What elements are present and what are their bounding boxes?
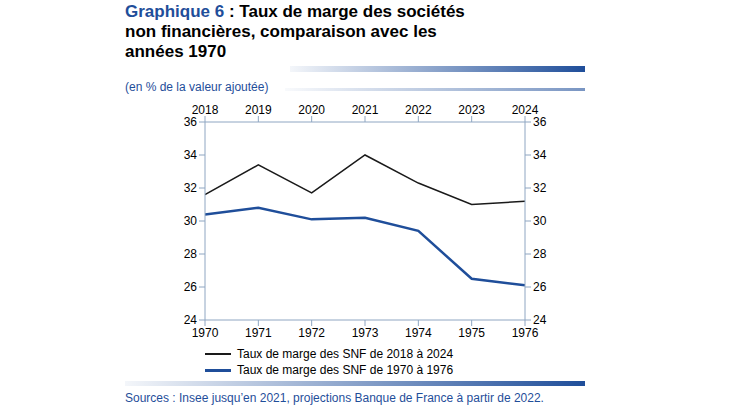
svg-text:26: 26: [184, 280, 198, 294]
svg-text:36: 36: [184, 115, 198, 129]
svg-text:1971: 1971: [245, 326, 272, 340]
html-text:Taux de marge des SNF de 1970: Taux de marge des SNF de 1970 à 1976: [237, 363, 454, 377]
svg-text:32: 32: [184, 181, 198, 195]
svg-text:1976: 1976: [512, 326, 539, 340]
svg-text:32: 32: [533, 181, 547, 195]
svg-text:1975: 1975: [458, 326, 485, 340]
svg-text:1973: 1973: [352, 326, 379, 340]
svg-text:1972: 1972: [298, 326, 325, 340]
svg-text:28: 28: [184, 247, 198, 261]
svg-text:30: 30: [184, 214, 198, 228]
svg-text:2023: 2023: [458, 103, 485, 117]
svg-text:2021: 2021: [352, 103, 379, 117]
svg-text:2019: 2019: [245, 103, 272, 117]
html-text:(en % de la valeur ajoutée): (en % de la valeur ajoutée): [125, 80, 269, 94]
svg-text:2024: 2024: [511, 103, 539, 117]
html-text:Graphique 6: Taux de marge des: Graphique 6: Taux de marge des sociétés …: [125, 2, 465, 61]
svg-text:34: 34: [533, 148, 547, 162]
svg-text:2018: 2018: [191, 103, 219, 117]
svg-text:24: 24: [533, 313, 547, 327]
svg-text:30: 30: [533, 214, 547, 228]
svg-text:2020: 2020: [298, 103, 325, 117]
html-text:Sources : Insee jusqu’en 2021,: Sources : Insee jusqu’en 2021, projectio…: [125, 391, 544, 405]
html-text:Taux de marge des SNF de 2018: Taux de marge des SNF de 2018 à 2024: [237, 347, 454, 361]
svg-text:2022: 2022: [405, 103, 432, 117]
svg-text:36: 36: [533, 115, 547, 129]
svg-text:26: 26: [533, 280, 547, 294]
svg-text:1974: 1974: [405, 326, 432, 340]
svg-text:1970: 1970: [192, 326, 219, 340]
svg-text:34: 34: [184, 148, 198, 162]
svg-text:28: 28: [533, 247, 547, 261]
svg-text:24: 24: [184, 313, 198, 327]
